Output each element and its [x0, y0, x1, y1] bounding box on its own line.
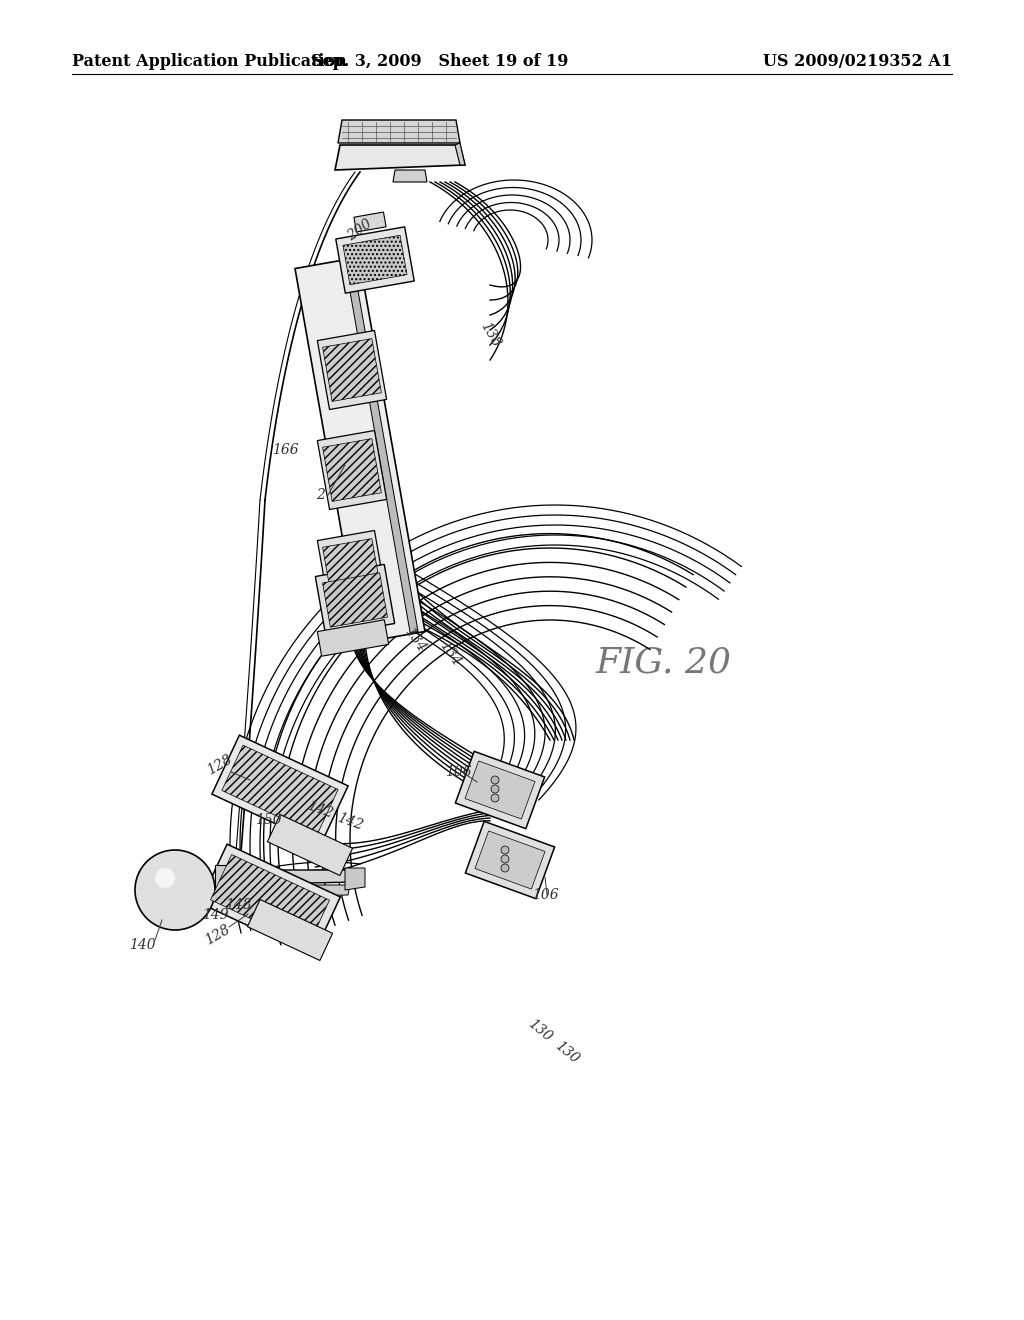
Circle shape [135, 850, 215, 931]
Text: 166: 166 [271, 444, 298, 457]
Polygon shape [456, 751, 545, 829]
Text: 138: 138 [477, 319, 503, 350]
Text: 200: 200 [345, 216, 375, 243]
Text: US 2009/0219352 A1: US 2009/0219352 A1 [763, 54, 952, 70]
Circle shape [501, 865, 509, 873]
Polygon shape [295, 257, 425, 643]
Polygon shape [315, 565, 394, 636]
Text: 128: 128 [205, 752, 236, 777]
Text: 148: 148 [224, 898, 251, 912]
Text: 142: 142 [305, 799, 335, 821]
Text: 140: 140 [129, 939, 156, 952]
Circle shape [155, 869, 175, 888]
Circle shape [490, 776, 499, 784]
Text: FIG. 20: FIG. 20 [596, 645, 731, 680]
Polygon shape [215, 870, 355, 884]
Polygon shape [222, 746, 338, 834]
Polygon shape [323, 338, 381, 401]
Text: 142: 142 [335, 810, 365, 833]
Polygon shape [346, 267, 418, 632]
Circle shape [490, 795, 499, 803]
Text: 130: 130 [552, 1038, 582, 1067]
Polygon shape [336, 227, 415, 293]
Text: 106: 106 [531, 888, 558, 902]
Polygon shape [393, 170, 427, 182]
Text: 128: 128 [203, 923, 233, 948]
Text: 134: 134 [436, 639, 464, 669]
Polygon shape [212, 735, 348, 845]
Polygon shape [455, 143, 465, 165]
Polygon shape [323, 438, 381, 502]
Polygon shape [200, 843, 340, 956]
Polygon shape [317, 330, 387, 409]
Polygon shape [211, 854, 330, 945]
Polygon shape [335, 145, 465, 170]
Polygon shape [338, 120, 460, 143]
Text: 2: 2 [315, 488, 325, 502]
Polygon shape [343, 235, 407, 285]
Polygon shape [323, 573, 387, 627]
Text: 150: 150 [255, 813, 282, 828]
Polygon shape [317, 430, 387, 510]
Polygon shape [465, 821, 555, 899]
Text: Sep. 3, 2009   Sheet 19 of 19: Sep. 3, 2009 Sheet 19 of 19 [311, 54, 568, 70]
Circle shape [501, 846, 509, 854]
Polygon shape [215, 865, 250, 900]
Text: 130: 130 [525, 1016, 555, 1044]
Text: 134: 134 [401, 626, 428, 655]
Text: 106: 106 [444, 766, 471, 779]
Polygon shape [317, 531, 387, 610]
Polygon shape [345, 869, 365, 890]
Text: 149: 149 [202, 908, 228, 921]
Polygon shape [475, 832, 545, 890]
Circle shape [490, 785, 499, 793]
Text: Patent Application Publication: Patent Application Publication [72, 54, 347, 70]
Polygon shape [465, 760, 535, 818]
Polygon shape [215, 884, 350, 898]
Polygon shape [323, 539, 381, 602]
Polygon shape [354, 213, 386, 232]
Polygon shape [267, 814, 352, 875]
Polygon shape [317, 620, 389, 656]
Polygon shape [248, 899, 333, 961]
Circle shape [501, 855, 509, 863]
